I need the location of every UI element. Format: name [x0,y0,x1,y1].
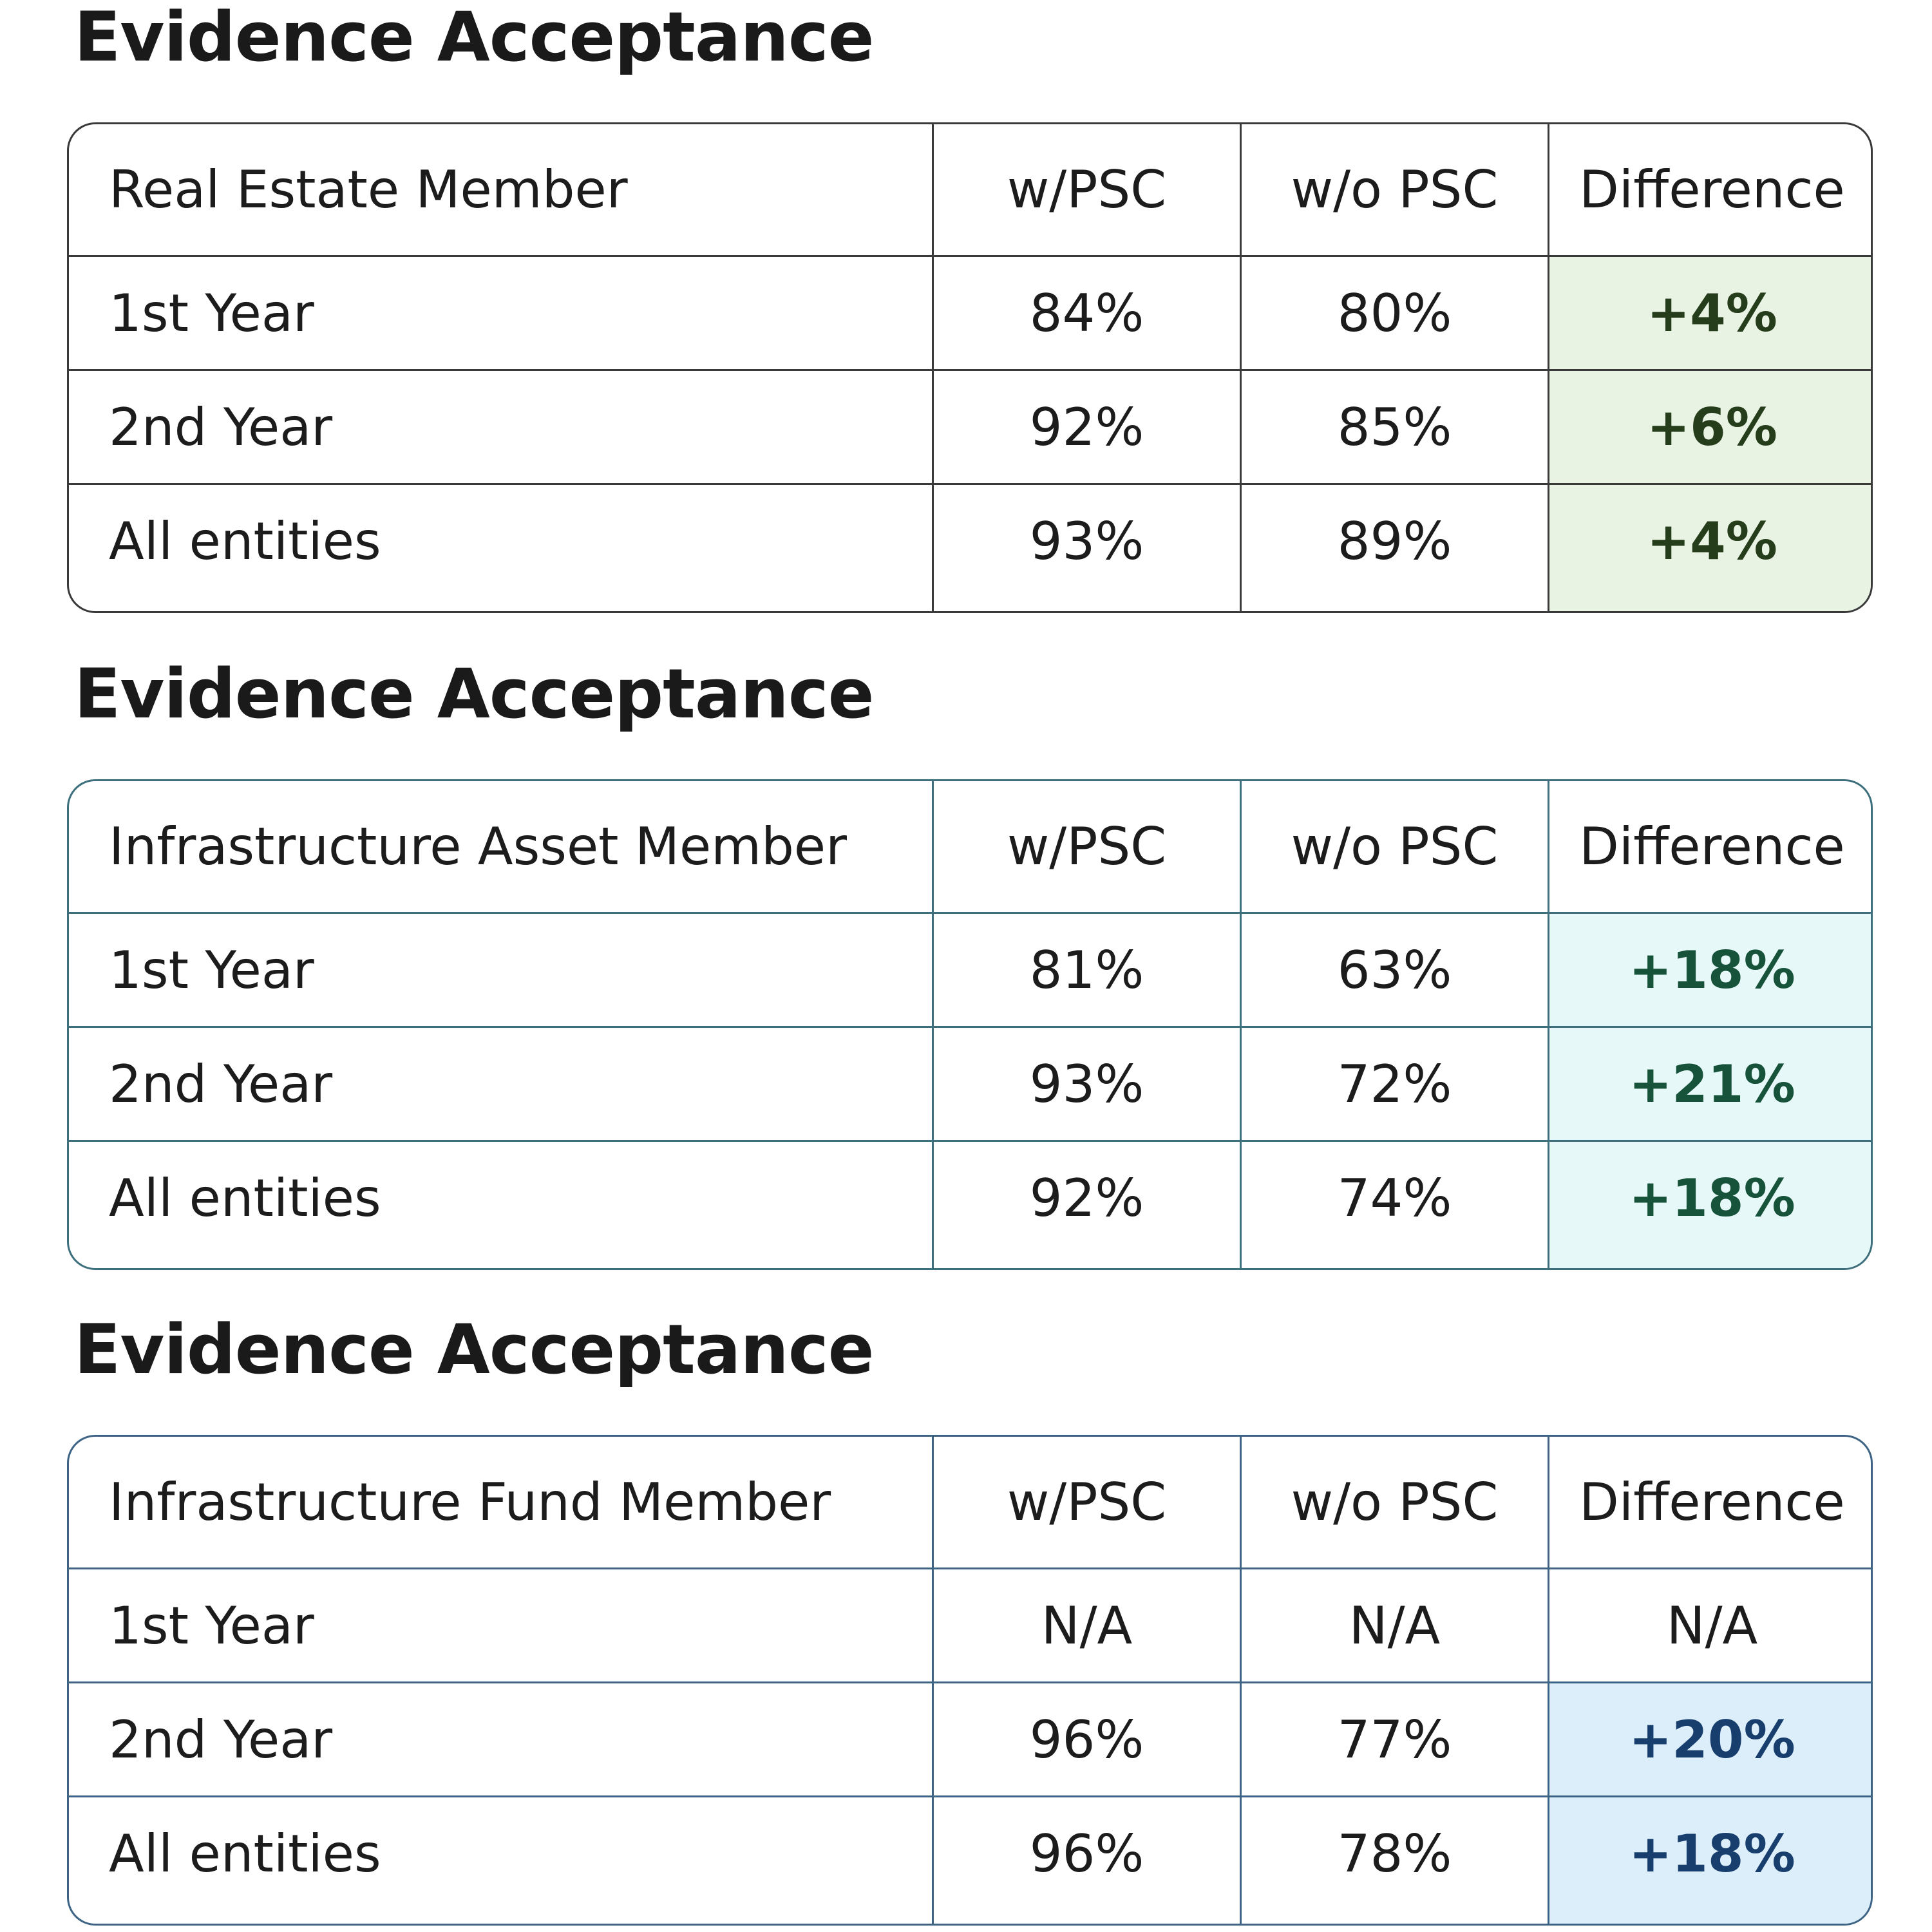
header-member-type: Real Estate Member [109,160,628,220]
section-title: Evidence Acceptance [74,1310,875,1389]
difference-value: N/A [1548,1569,1871,1681]
with-psc-value: 84% [932,257,1240,369]
with-psc-value: 96% [932,1683,1240,1795]
row-label: All entities [109,511,381,571]
with-psc-value: N/A [932,1569,1240,1681]
table-row: 1st Year 84% 80% +4% [69,255,1871,369]
section-title: Evidence Acceptance [74,0,875,77]
difference-value: +4% [1548,485,1871,611]
with-psc-value: 92% [932,371,1240,483]
difference-value: +18% [1548,1142,1871,1268]
header-member-type: Infrastructure Fund Member [109,1472,831,1532]
difference-value: +20% [1548,1683,1871,1795]
without-psc-value: 89% [1240,485,1548,611]
table-header-row: Real Estate Member w/PSC w/o PSC Differe… [69,124,1871,255]
with-psc-value: 81% [932,914,1240,1026]
without-psc-value: 85% [1240,371,1548,483]
infrastructure-fund-table: Infrastructure Fund Member w/PSC w/o PSC… [67,1435,1873,1926]
with-psc-value: 92% [932,1142,1240,1268]
row-label: 2nd Year [109,397,333,457]
table-header-row: Infrastructure Fund Member w/PSC w/o PSC… [69,1437,1871,1567]
table-row: 2nd Year 92% 85% +6% [69,369,1871,483]
row-label: 1st Year [109,940,314,1000]
difference-value: +21% [1548,1028,1871,1140]
infrastructure-asset-table: Infrastructure Asset Member w/PSC w/o PS… [67,779,1873,1270]
table-row: All entities 96% 78% +18% [69,1795,1871,1924]
header-with-psc: w/PSC [932,1437,1240,1567]
table-row: 1st Year N/A N/A N/A [69,1567,1871,1681]
header-difference: Difference [1548,781,1871,912]
without-psc-value: N/A [1240,1569,1548,1681]
without-psc-value: 63% [1240,914,1548,1026]
header-without-psc: w/o PSC [1240,124,1548,255]
row-label: 1st Year [109,1595,314,1656]
row-label: 1st Year [109,283,314,343]
with-psc-value: 93% [932,1028,1240,1140]
header-difference: Difference [1548,1437,1871,1567]
table-row: 2nd Year 96% 77% +20% [69,1681,1871,1795]
row-label: 2nd Year [109,1709,333,1770]
table-row: All entities 92% 74% +18% [69,1140,1871,1268]
header-member-type: Infrastructure Asset Member [109,817,848,876]
difference-value: +6% [1548,371,1871,483]
row-label: 2nd Year [109,1054,333,1114]
header-difference: Difference [1548,124,1871,255]
header-with-psc: w/PSC [932,124,1240,255]
header-without-psc: w/o PSC [1240,1437,1548,1567]
difference-value: +18% [1548,1797,1871,1924]
difference-value: +4% [1548,257,1871,369]
table-header-row: Infrastructure Asset Member w/PSC w/o PS… [69,781,1871,912]
table-row: All entities 93% 89% +4% [69,483,1871,611]
header-without-psc: w/o PSC [1240,781,1548,912]
table-row: 2nd Year 93% 72% +21% [69,1026,1871,1140]
without-psc-value: 74% [1240,1142,1548,1268]
real-estate-table: Real Estate Member w/PSC w/o PSC Differe… [67,122,1873,613]
row-label: All entities [109,1823,381,1884]
without-psc-value: 72% [1240,1028,1548,1140]
difference-value: +18% [1548,914,1871,1026]
without-psc-value: 77% [1240,1683,1548,1795]
header-with-psc: w/PSC [932,781,1240,912]
row-label: All entities [109,1168,381,1228]
table-row: 1st Year 81% 63% +18% [69,912,1871,1026]
with-psc-value: 93% [932,485,1240,611]
without-psc-value: 78% [1240,1797,1548,1924]
section-title: Evidence Acceptance [74,654,875,734]
with-psc-value: 96% [932,1797,1240,1924]
without-psc-value: 80% [1240,257,1548,369]
